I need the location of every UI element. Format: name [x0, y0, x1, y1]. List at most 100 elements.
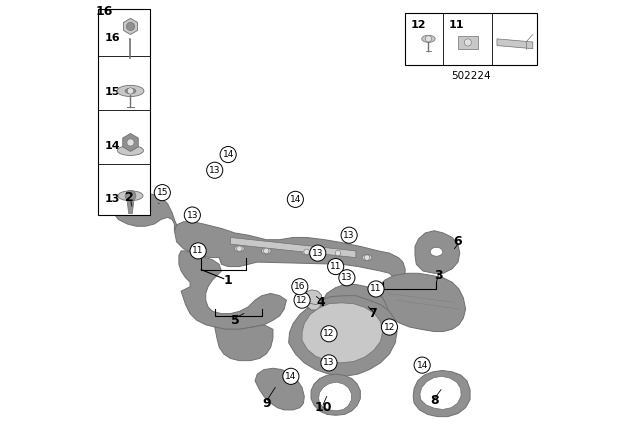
FancyBboxPatch shape — [99, 9, 150, 215]
Circle shape — [127, 22, 134, 30]
Text: 14: 14 — [105, 141, 120, 151]
Text: 13: 13 — [187, 211, 198, 220]
Text: 14: 14 — [290, 195, 301, 204]
Polygon shape — [127, 199, 134, 214]
Text: 11: 11 — [449, 20, 465, 30]
Circle shape — [381, 319, 397, 335]
Polygon shape — [374, 273, 466, 332]
Circle shape — [321, 355, 337, 371]
Circle shape — [292, 279, 308, 295]
Circle shape — [287, 191, 303, 207]
Text: 3: 3 — [435, 269, 443, 282]
Circle shape — [127, 88, 134, 94]
Text: 13: 13 — [341, 273, 353, 282]
Text: 13: 13 — [323, 358, 335, 367]
Text: 5: 5 — [230, 314, 239, 327]
Polygon shape — [415, 231, 460, 273]
Circle shape — [425, 36, 431, 42]
Text: 8: 8 — [430, 394, 438, 408]
Text: 14: 14 — [223, 150, 234, 159]
Text: 16: 16 — [105, 33, 120, 43]
FancyBboxPatch shape — [458, 36, 477, 49]
Ellipse shape — [125, 88, 136, 94]
Ellipse shape — [134, 203, 148, 213]
Circle shape — [154, 185, 170, 201]
Polygon shape — [302, 303, 383, 363]
Circle shape — [464, 39, 472, 46]
Circle shape — [321, 326, 337, 342]
Ellipse shape — [430, 247, 443, 256]
Text: 14: 14 — [285, 372, 296, 381]
Text: 502224: 502224 — [451, 71, 491, 81]
Ellipse shape — [301, 249, 312, 255]
Polygon shape — [215, 325, 273, 361]
Text: 6: 6 — [454, 235, 462, 249]
Circle shape — [220, 146, 236, 163]
Circle shape — [136, 205, 141, 211]
Polygon shape — [320, 284, 388, 340]
Text: 12: 12 — [410, 20, 426, 30]
Text: 14: 14 — [417, 361, 428, 370]
Circle shape — [304, 249, 309, 254]
Polygon shape — [497, 39, 533, 49]
Polygon shape — [230, 237, 356, 258]
Polygon shape — [311, 374, 360, 415]
Text: 12: 12 — [296, 296, 308, 305]
Circle shape — [414, 357, 430, 373]
Text: 13: 13 — [209, 166, 220, 175]
Polygon shape — [413, 370, 470, 417]
Text: 10: 10 — [314, 401, 332, 414]
Text: 11: 11 — [193, 246, 204, 255]
Text: 7: 7 — [369, 307, 377, 320]
Text: 13: 13 — [312, 249, 323, 258]
Circle shape — [237, 246, 242, 251]
Text: 1: 1 — [224, 273, 232, 287]
Circle shape — [310, 245, 326, 261]
Text: 12: 12 — [323, 329, 335, 338]
Ellipse shape — [117, 85, 144, 97]
Ellipse shape — [422, 35, 435, 43]
Ellipse shape — [333, 250, 343, 256]
Circle shape — [184, 207, 200, 223]
Polygon shape — [179, 251, 287, 329]
Ellipse shape — [362, 254, 372, 261]
Polygon shape — [305, 292, 321, 310]
Text: 15: 15 — [105, 87, 120, 97]
Polygon shape — [420, 376, 461, 409]
Polygon shape — [174, 222, 405, 280]
Polygon shape — [255, 368, 305, 410]
Ellipse shape — [118, 191, 143, 201]
Circle shape — [339, 270, 355, 286]
Text: 11: 11 — [330, 262, 341, 271]
Circle shape — [294, 292, 310, 308]
Text: 9: 9 — [263, 396, 271, 410]
Circle shape — [364, 255, 370, 260]
Text: 16: 16 — [294, 282, 305, 291]
Polygon shape — [123, 134, 138, 151]
Circle shape — [125, 190, 136, 201]
Polygon shape — [319, 382, 351, 411]
Text: 11: 11 — [371, 284, 381, 293]
FancyBboxPatch shape — [405, 13, 538, 65]
Circle shape — [368, 281, 384, 297]
Text: 2: 2 — [125, 190, 134, 204]
Circle shape — [335, 250, 340, 256]
Text: 12: 12 — [384, 323, 395, 332]
Text: 4: 4 — [317, 296, 325, 309]
Polygon shape — [124, 18, 138, 34]
Text: 16: 16 — [95, 4, 113, 18]
Circle shape — [283, 368, 299, 384]
Circle shape — [207, 162, 223, 178]
Ellipse shape — [261, 248, 271, 254]
Text: 15: 15 — [157, 188, 168, 197]
Text: 13: 13 — [344, 231, 355, 240]
Polygon shape — [289, 296, 397, 376]
Text: 13: 13 — [105, 194, 120, 204]
Circle shape — [190, 243, 206, 259]
Circle shape — [328, 258, 344, 275]
Polygon shape — [108, 190, 177, 231]
Circle shape — [341, 227, 357, 243]
Polygon shape — [305, 290, 323, 305]
Circle shape — [127, 139, 134, 146]
Circle shape — [264, 248, 269, 254]
